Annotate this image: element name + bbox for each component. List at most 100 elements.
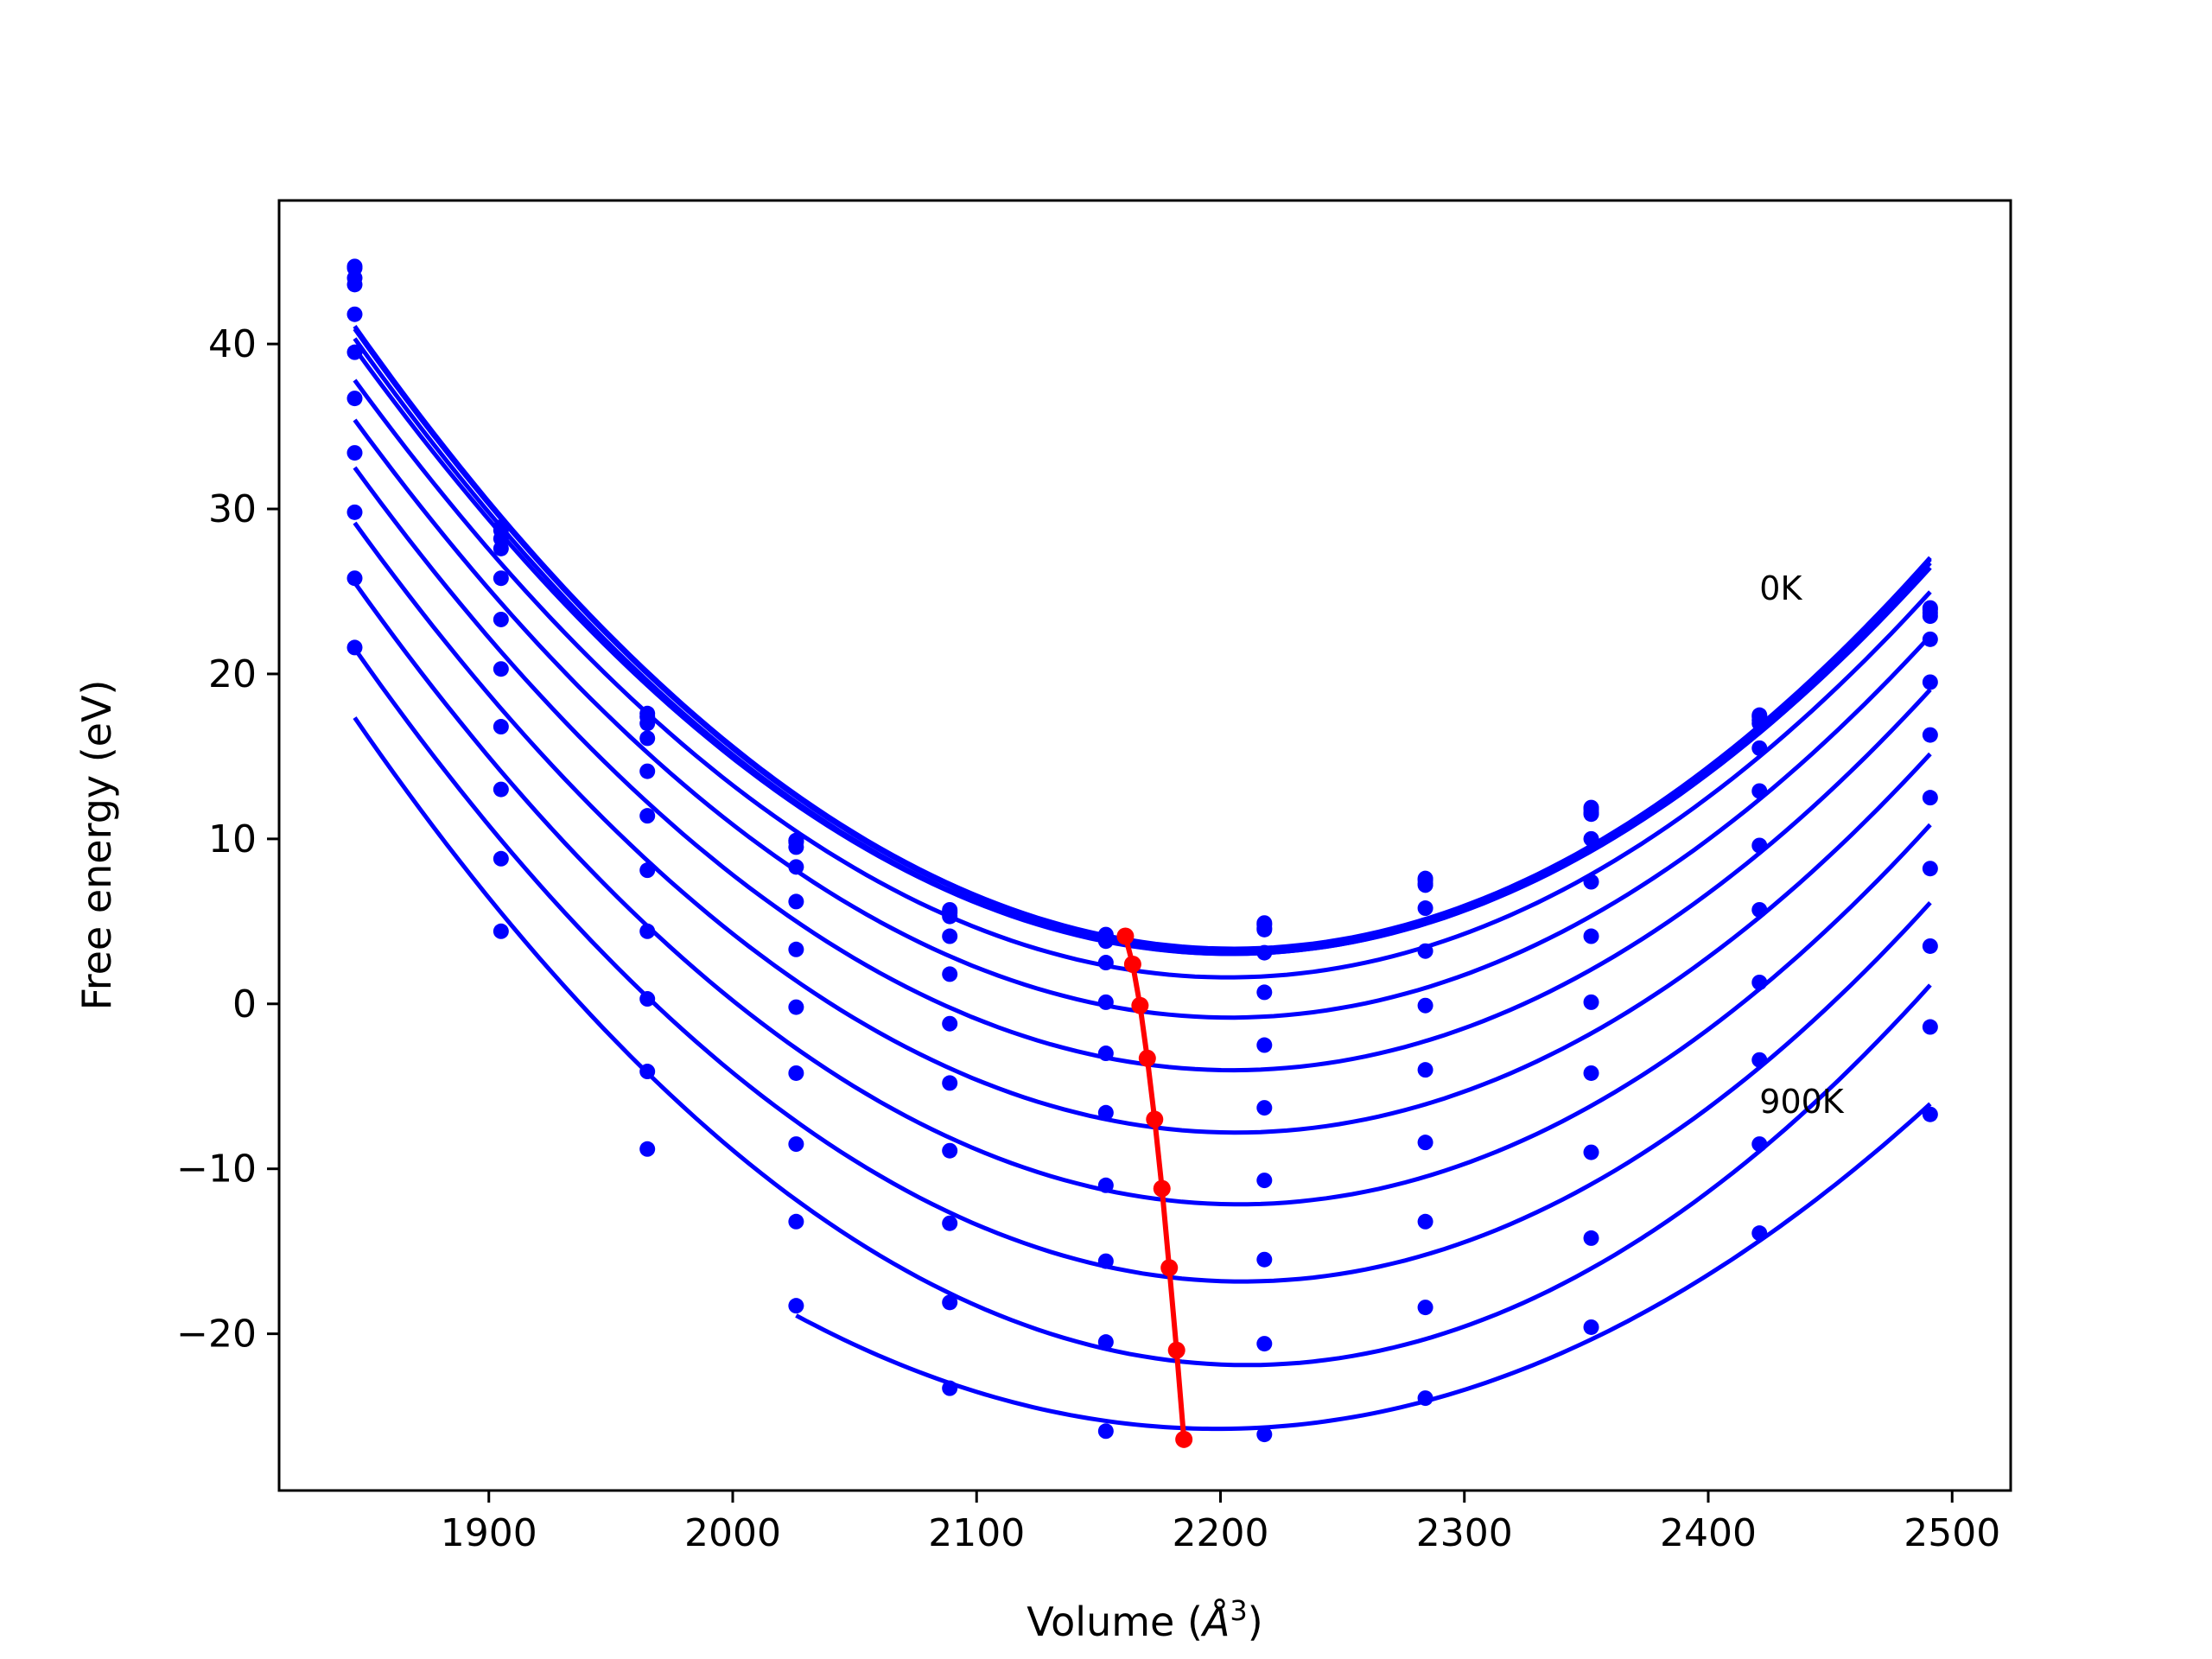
data-point-5-0 [346, 344, 363, 360]
data-point-11-0 [788, 1298, 804, 1314]
data-point-4-0 [346, 306, 363, 322]
data-point-5-10 [1922, 674, 1938, 690]
x-tick-label-1: 2000 [684, 1511, 781, 1555]
data-point-8-7 [1417, 1135, 1433, 1151]
data-point-6-5 [1097, 1046, 1114, 1062]
data-point-7-1 [493, 719, 509, 735]
minimum-point-5 [1153, 1179, 1171, 1198]
y-axis-title: Free energy (eV) [73, 680, 120, 1011]
data-point-4-1 [493, 570, 509, 587]
series-line-4 [353, 378, 1932, 980]
series-line-6 [353, 466, 1932, 1073]
data-point-11-5 [1583, 1319, 1599, 1335]
data-point-9-0 [346, 570, 363, 587]
data-point-9-7 [1417, 1213, 1433, 1230]
data-point-4-2 [639, 763, 656, 779]
x-axis-unit-exp: 3 [1230, 1594, 1247, 1627]
data-point-6-8 [1583, 928, 1599, 944]
data-point-10-8 [1583, 1230, 1599, 1246]
data-point-9-4 [942, 1215, 958, 1231]
data-point-8-1 [493, 781, 509, 798]
data-point-8-3 [788, 1065, 804, 1081]
data-point-9-6 [1256, 1251, 1273, 1268]
data-point-8-4 [942, 1142, 958, 1159]
data-point-6-0 [346, 391, 363, 407]
data-point-4-7 [1417, 900, 1433, 917]
data-point-10-0 [346, 639, 363, 656]
data-point-5-5 [1097, 994, 1114, 1010]
curves-layer [346, 258, 1938, 1443]
data-point-10-9 [1751, 1136, 1768, 1153]
data-point-8-5 [1097, 1177, 1114, 1193]
data-point-5-8 [1583, 874, 1599, 890]
data-point-6-7 [1417, 997, 1433, 1014]
minima-layer [1116, 927, 1193, 1448]
series-line-11 [795, 1102, 1932, 1432]
data-point-9-9 [1751, 1052, 1768, 1068]
annotation-1: 900K [1759, 1083, 1845, 1121]
data-point-3-1 [493, 540, 509, 556]
data-point-11-1 [942, 1380, 958, 1396]
y-tick-label-3: 10 [208, 817, 257, 861]
data-point-10-1 [493, 923, 509, 939]
data-point-10-3 [788, 1213, 804, 1230]
x-axis-unit-base: Å [1200, 1599, 1230, 1645]
data-point-4-5 [1097, 955, 1114, 971]
minimum-point-6 [1160, 1259, 1179, 1277]
data-point-8-9 [1751, 974, 1768, 990]
x-tick-label-0: 1900 [441, 1511, 537, 1555]
data-point-5-1 [493, 611, 509, 627]
data-point-6-9 [1751, 837, 1768, 854]
minimum-point-4 [1146, 1110, 1164, 1128]
data-point-4-6 [1256, 944, 1273, 961]
series-line-0 [353, 325, 1932, 951]
data-point-11-2 [1097, 1423, 1114, 1440]
x-axis-title-text: Volume [1027, 1599, 1174, 1645]
data-point-9-5 [1097, 1253, 1114, 1269]
data-point-6-6 [1256, 1037, 1273, 1053]
data-point-6-10 [1922, 727, 1938, 743]
data-point-10-7 [1417, 1300, 1433, 1316]
data-point-8-10 [1922, 861, 1938, 877]
data-point-8-6 [1256, 1173, 1273, 1189]
x-tick-label-2: 2100 [928, 1511, 1025, 1555]
data-point-7-8 [1583, 994, 1599, 1010]
data-point-4-8 [1583, 830, 1599, 847]
data-point-3-7 [1417, 877, 1433, 893]
data-point-5-7 [1417, 943, 1433, 959]
data-point-7-0 [346, 445, 363, 461]
data-point-7-3 [788, 999, 804, 1015]
data-point-5-4 [942, 966, 958, 982]
data-point-10-2 [639, 1141, 656, 1157]
data-point-5-3 [788, 893, 804, 910]
data-point-11-4 [1417, 1390, 1433, 1407]
data-point-3-8 [1583, 806, 1599, 823]
series-line-7 [353, 521, 1932, 1135]
data-point-11-6 [1751, 1225, 1768, 1242]
x-axis: 1900 2000 2100 2200 2300 2400 2500 [441, 1491, 2000, 1555]
series-line-3 [353, 346, 1932, 957]
data-point-5-2 [639, 808, 656, 824]
minimum-point-7 [1167, 1341, 1185, 1359]
data-point-9-10 [1922, 938, 1938, 954]
data-point-7-6 [1256, 1100, 1273, 1116]
series-line-1 [353, 327, 1932, 953]
data-point-7-5 [1097, 1104, 1114, 1121]
data-point-3-9 [1751, 715, 1768, 732]
data-point-3-5 [1097, 933, 1114, 950]
data-point-9-1 [493, 850, 509, 867]
x-tick-label-4: 2300 [1416, 1511, 1513, 1555]
data-point-9-3 [788, 1136, 804, 1153]
data-point-7-9 [1751, 901, 1768, 918]
data-point-6-4 [942, 1015, 958, 1032]
y-tick-label-2: 0 [232, 982, 257, 1027]
data-point-6-3 [788, 941, 804, 957]
data-point-8-8 [1583, 1065, 1599, 1081]
y-tick-label-5: 30 [208, 487, 257, 531]
data-point-9-8 [1583, 1144, 1599, 1160]
data-point-10-5 [1097, 1334, 1114, 1351]
annotations: 0K 900K [1759, 569, 1845, 1121]
data-point-10-10 [1922, 1019, 1938, 1035]
y-tick-label-6: 40 [208, 322, 257, 366]
minimum-point-0 [1116, 927, 1135, 945]
